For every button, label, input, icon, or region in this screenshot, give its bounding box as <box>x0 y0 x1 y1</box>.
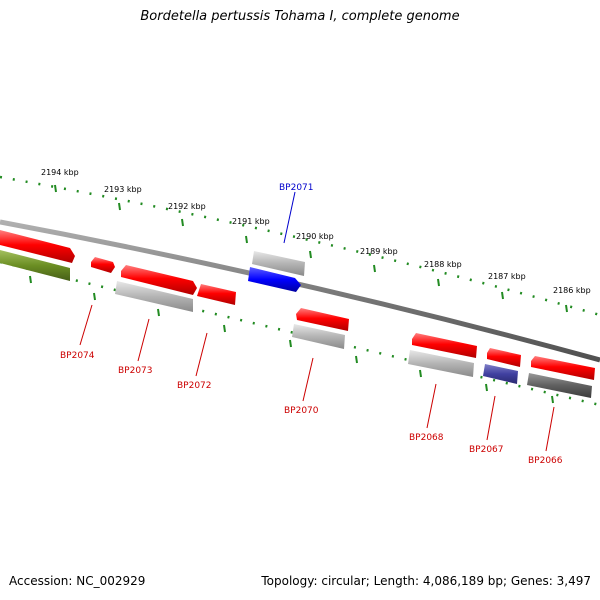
kbp-label-2188: 2188 kbp <box>424 260 462 269</box>
gene-bar-bp2067-navy[interactable] <box>483 364 518 384</box>
gene-label-bp2067[interactable]: BP2067 <box>469 445 504 455</box>
major-tick-2189 <box>373 264 376 273</box>
callout-line-bp2071 <box>283 191 296 244</box>
gene-label-bp2068[interactable]: BP2068 <box>409 433 444 443</box>
callout-line-bp2073 <box>137 318 150 362</box>
callout-line-bp2070 <box>302 357 314 402</box>
inner-tick-9 <box>551 395 554 404</box>
inner-tick-4 <box>223 324 226 333</box>
major-tick-2190 <box>309 250 312 259</box>
gene-bar-bp2066[interactable] <box>531 356 595 380</box>
major-tick-2194 <box>54 184 57 193</box>
gene-bar-bp2073-gray[interactable] <box>115 281 193 312</box>
callout-line-bp2066 <box>545 406 555 452</box>
gene-bar-olive-left-edge[interactable] <box>0 250 70 281</box>
callout-line-bp2074 <box>79 304 93 346</box>
gene-label-bp2066[interactable]: BP2066 <box>528 456 563 466</box>
gene-bar-bp2066-dark[interactable] <box>527 373 592 398</box>
gene-bar-bp2072[interactable] <box>197 284 236 305</box>
genome-summary-text: Topology: circular; Length: 4,086,189 bp… <box>261 574 591 588</box>
gene-label-bp2071[interactable]: BP2071 <box>279 183 314 193</box>
gene-bar-bp2068[interactable] <box>412 333 477 358</box>
outer-kbp-ruler: 2194 kbp 2193 kbp 2192 kbp 2191 kbp 2190… <box>0 168 600 317</box>
outer-ruler-dots <box>0 175 600 317</box>
kbp-label-2194: 2194 kbp <box>41 168 79 177</box>
major-tick-2187 <box>501 291 504 300</box>
callout-line-bp2068 <box>426 383 437 429</box>
kbp-label-2186: 2186 kbp <box>553 286 591 295</box>
major-tick-2191 <box>245 235 248 244</box>
kbp-label-2192: 2192 kbp <box>168 202 206 211</box>
major-tick-2188 <box>437 278 440 287</box>
kbp-label-2193: 2193 kbp <box>104 185 142 194</box>
gene-bar-bp2070-gray[interactable] <box>292 324 345 349</box>
inner-tick-7 <box>419 369 422 378</box>
callout-line-bp2072 <box>195 332 208 377</box>
major-tick-2192 <box>181 218 184 227</box>
callout-line-bp2067 <box>486 395 496 441</box>
accession-text: Accession: NC_002929 <box>9 574 146 588</box>
kbp-label-2190: 2190 kbp <box>296 232 334 241</box>
inner-tick-2 <box>93 292 96 301</box>
kbp-label-2187: 2187 kbp <box>488 272 526 281</box>
gene-bar-bp2071-gray[interactable] <box>252 251 305 276</box>
gene-labels: BP2071 BP2074 BP2073 BP2072 BP2070 BP206… <box>60 183 563 466</box>
map-title: Bordetella pertussis Tohama I, complete … <box>140 9 460 24</box>
inner-tick-5 <box>289 339 292 348</box>
inner-ruler <box>0 260 600 407</box>
inner-tick-1 <box>29 275 32 284</box>
gene-bar-bp2074[interactable] <box>91 257 115 273</box>
inner-tick-6 <box>355 355 358 364</box>
gene-bar-bp2073[interactable] <box>121 265 197 295</box>
kbp-label-2191: 2191 kbp <box>232 217 270 226</box>
gene-label-bp2073[interactable]: BP2073 <box>118 366 153 376</box>
inner-tick-8 <box>485 383 488 392</box>
gene-label-bp2074[interactable]: BP2074 <box>60 351 95 361</box>
gene-features <box>0 230 595 398</box>
kbp-label-2189: 2189 kbp <box>360 247 398 256</box>
gene-label-bp2072[interactable]: BP2072 <box>177 381 212 391</box>
gene-callout-lines <box>79 191 555 452</box>
gene-label-bp2070[interactable]: BP2070 <box>284 406 319 416</box>
gene-bar-bp2071[interactable] <box>248 267 301 292</box>
gene-bar-bp2070[interactable] <box>296 308 349 331</box>
genome-backbone <box>0 219 600 363</box>
gene-bar-red-left-edge[interactable] <box>0 230 75 263</box>
gene-bar-bp2067[interactable] <box>487 348 521 367</box>
major-tick-2193 <box>118 202 121 211</box>
gene-bar-bp2068-gray[interactable] <box>408 350 474 377</box>
inner-tick-3 <box>157 308 160 317</box>
major-tick-2186 <box>565 304 568 313</box>
